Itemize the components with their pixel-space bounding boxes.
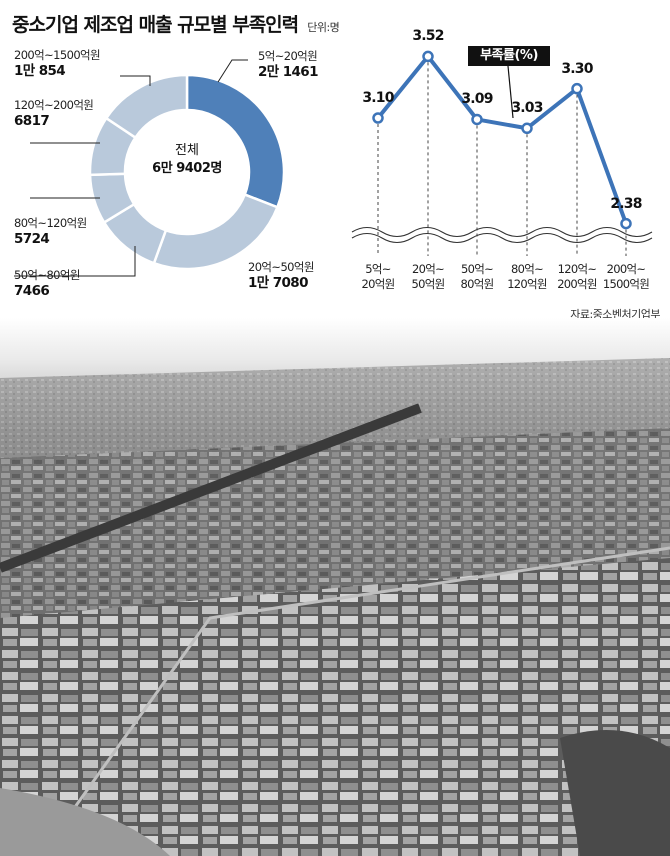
line-drop-lines: [377, 56, 627, 256]
x-tick-line1: 20억~: [411, 262, 445, 276]
photo-road: [38, 546, 670, 856]
x-tick-line2: 200억원: [557, 277, 597, 291]
point-label: 3.30: [561, 60, 593, 77]
donut-leader-lines: [14, 59, 248, 277]
legend-pointer-line: [507, 65, 514, 119]
photo-highway: [0, 403, 422, 573]
x-tick-line2: 1500억원: [602, 277, 650, 291]
chart-header: 중소기업 제조업 매출 규모별 부족인력 단위:명: [12, 10, 340, 37]
x-tick-line1: 200억~: [606, 262, 646, 276]
axis-break-wave-bottom: [351, 232, 653, 244]
x-tick-line2: 80억원: [460, 277, 495, 291]
x-tick-line2: 20억원: [361, 277, 396, 291]
x-tick-line2: 50억원: [411, 277, 446, 291]
donut-label-name: 20억~50억원: [248, 260, 314, 274]
axis-break-wave-top: [351, 226, 653, 238]
line-point-3: [521, 122, 533, 135]
x-tick-line1: 120억~: [557, 262, 597, 276]
point-label: 3.09: [461, 91, 493, 108]
x-tick-line1: 80억~: [510, 262, 544, 276]
donut-label-name: 120억~200억원: [14, 98, 94, 112]
donut-slice-5: [104, 73, 189, 140]
donut-label-80-120: 80억~120억원 5724: [14, 216, 87, 248]
line-point-4: [571, 82, 583, 95]
x-tick-label: 5억~ 20억원: [352, 262, 404, 292]
source-credit: 자료:중소벤처기업부: [570, 308, 660, 321]
donut-leader-4: [14, 246, 136, 277]
photo-water: [0, 788, 170, 856]
donut-leader-0: [217, 59, 248, 83]
line-chart: [351, 50, 653, 256]
point-label: 2.38: [610, 195, 642, 212]
point-label: 3.10: [362, 90, 394, 106]
point-label: 3.52: [412, 28, 444, 45]
x-tick-label: 120억~ 200억원: [551, 262, 603, 292]
donut-label-value: 7466: [14, 283, 50, 299]
shortage-rate-line: [376, 54, 628, 225]
donut-center-caption: 전체: [175, 143, 199, 158]
axis-break: [351, 226, 653, 244]
photo-park: [560, 730, 670, 856]
donut-label-50-80: 50억~80억원 7466: [14, 268, 80, 300]
line-legend-tag: 부족률(%): [468, 46, 550, 66]
donut-label-name: 50억~80억원: [14, 268, 80, 282]
line-point-1: [422, 50, 434, 63]
donut-label-value: 1만 854: [14, 63, 66, 79]
donut-hole: [126, 111, 248, 233]
donut-chart: [14, 59, 286, 277]
donut-label-value: 5724: [14, 231, 50, 247]
donut-label-120-200: 120억~200억원 6817: [14, 98, 94, 130]
x-tick-line2: 120억원: [507, 277, 547, 291]
point-label: 3.03: [511, 100, 543, 117]
donut-slices: [88, 73, 286, 271]
donut-label-name: 80억~120억원: [14, 216, 87, 230]
donut-leader-1: [120, 75, 151, 86]
photo-factory-district: [0, 558, 670, 856]
donut-label-5-20: 5억~20억원 2만 1461: [258, 49, 318, 81]
industrial-complex-aerial-photo: [0, 318, 670, 856]
chart-title: 중소기업 제조업 매출 규모별 부족인력: [12, 14, 299, 36]
donut-label-name: 200억~1500억원: [14, 48, 101, 62]
x-tick-line1: 50억~: [460, 262, 494, 276]
line-point-5: [620, 217, 632, 230]
x-tick-line1: 5억~: [365, 262, 391, 276]
donut-center-total: 6만 9402명: [152, 161, 222, 176]
x-tick-label: 80억~ 120억원: [501, 262, 553, 292]
donut-label-value: 1만 7080: [248, 275, 308, 291]
donut-label-20-50: 20억~50억원 1만 7080: [248, 260, 314, 292]
donut-label-name: 5억~20억원: [258, 49, 318, 63]
line-point-2: [471, 113, 483, 126]
x-tick-label: 200억~ 1500억원: [600, 262, 652, 292]
donut-label-value: 2만 1461: [258, 64, 318, 80]
donut-center-label: 전체 6만 9402명: [125, 142, 249, 178]
line-point-0: [372, 112, 384, 124]
x-tick-label: 50억~ 80억원: [451, 262, 503, 292]
unit-label: 단위:명: [307, 21, 340, 34]
donut-label-value: 6817: [14, 113, 50, 129]
x-tick-label: 20억~ 50억원: [402, 262, 454, 292]
donut-label-200-1500: 200억~1500억원 1만 854: [14, 48, 101, 80]
line-points: [372, 50, 632, 230]
